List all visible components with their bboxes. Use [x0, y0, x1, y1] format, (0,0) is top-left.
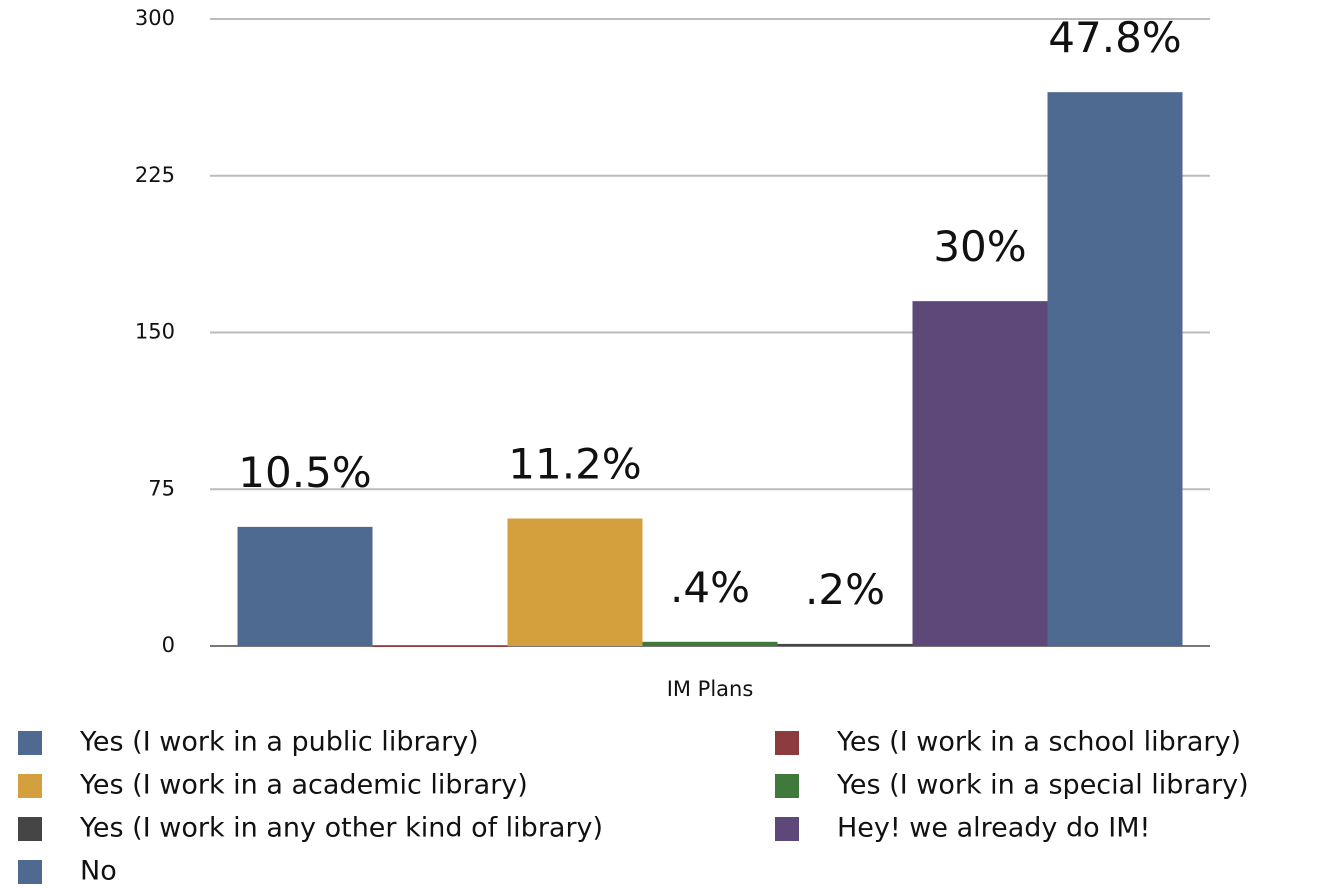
bar [777, 643, 913, 646]
legend-swatch [18, 817, 42, 841]
legend-swatch [18, 860, 42, 884]
legend-swatch [18, 774, 42, 798]
y-tick-label: 300 [135, 6, 175, 30]
legend-label: Yes (I work in any other kind of library… [79, 813, 603, 844]
value-label: 10.5% [238, 448, 371, 497]
legend-label: Yes (I work in a special library) [836, 770, 1249, 801]
value-label: 30% [933, 222, 1026, 271]
legend-swatch [775, 774, 799, 798]
x-tick-label: IM Plans [667, 677, 754, 701]
bar [912, 301, 1048, 646]
bar [1047, 92, 1183, 646]
legend-label: No [80, 856, 117, 887]
value-label: .4% [670, 563, 750, 612]
value-label: 11.2% [508, 440, 641, 489]
value-label: 47.8% [1048, 13, 1181, 62]
y-tick-label: 150 [135, 320, 175, 344]
bar [372, 646, 508, 647]
bar [507, 518, 643, 646]
value-label: .2% [805, 565, 885, 614]
y-tick-label: 225 [135, 163, 175, 187]
legend-swatch [775, 731, 799, 755]
legend-label: Yes (I work in a public library) [79, 727, 479, 758]
legend-swatch [18, 731, 42, 755]
y-tick-label: 75 [148, 476, 175, 500]
bar [642, 641, 778, 646]
legend-swatch [775, 817, 799, 841]
legend-label: Yes (I work in a school library) [836, 727, 1241, 758]
legend-label: Hey! we already do IM! [837, 813, 1150, 844]
y-tick-label: 0 [162, 633, 175, 657]
bar [237, 526, 373, 646]
legend-label: Yes (I work in a academic library) [79, 770, 528, 801]
